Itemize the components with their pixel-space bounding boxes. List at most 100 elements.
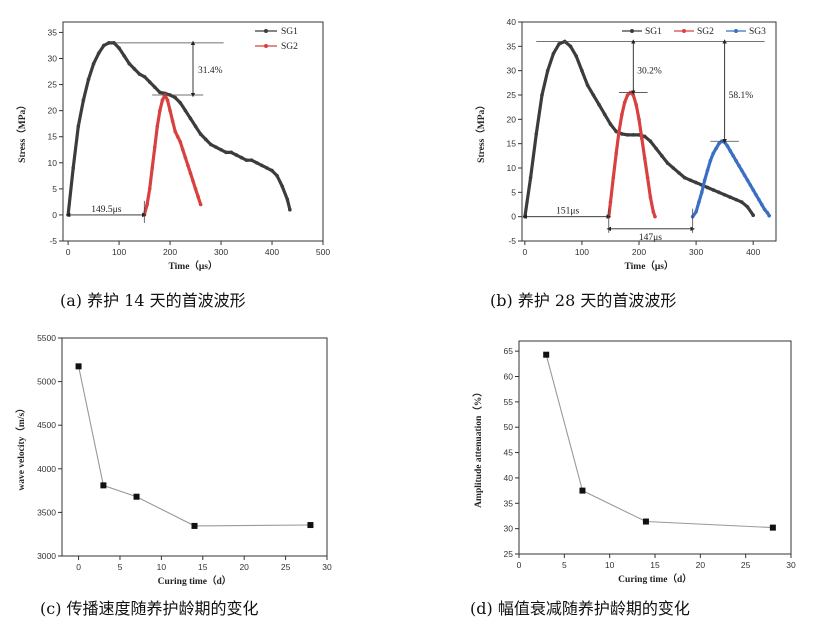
data-point xyxy=(239,155,244,160)
annotation-text: 147μs xyxy=(639,233,662,243)
data-point xyxy=(280,184,285,189)
data-point xyxy=(244,158,249,162)
data-point xyxy=(767,213,771,218)
data-marker xyxy=(191,522,198,529)
data-point xyxy=(608,200,613,204)
data-point xyxy=(198,202,203,207)
data-point xyxy=(188,116,193,121)
data-point xyxy=(642,134,647,139)
data-point xyxy=(249,158,254,162)
data-point xyxy=(731,154,735,158)
data-point xyxy=(183,108,188,113)
y-tick-label: 30 xyxy=(48,54,58,64)
legend-marker xyxy=(264,29,268,33)
y-tick-label: 35 xyxy=(48,27,58,37)
data-point xyxy=(705,185,710,190)
chart-b-stress-28d: 0 100 200 300 400 -5 0 5 10 15 20 25 30 35 40 Time（μs） S… xyxy=(475,17,777,272)
x-tick-label: 100 xyxy=(112,247,126,257)
data-point xyxy=(568,44,573,49)
annotation-text: 58.1% xyxy=(729,91,754,101)
x-tick-label: 0 xyxy=(522,247,527,257)
data-point xyxy=(728,149,733,153)
data-point xyxy=(173,95,177,100)
data-point xyxy=(173,129,177,134)
x-tick-label: 5 xyxy=(562,560,567,570)
x-tick-label: 100 xyxy=(575,247,589,257)
x-tick-label: 30 xyxy=(786,560,796,570)
x-tick-label: 500 xyxy=(316,247,330,257)
data-point xyxy=(625,133,630,137)
data-point xyxy=(734,197,738,202)
y-tick-label: 25 xyxy=(48,80,58,90)
data-point xyxy=(145,202,149,207)
data-point xyxy=(665,161,670,165)
caption-d: (d) 幅值衰减随养护龄期的变化 xyxy=(470,599,690,618)
data-point xyxy=(748,183,753,187)
data-point xyxy=(711,151,716,156)
data-point xyxy=(614,151,618,156)
y-tick-label: 4500 xyxy=(37,420,56,430)
y-tick-label: 20 xyxy=(507,114,517,124)
y-axis-label: Stress（MPa） xyxy=(16,100,28,163)
data-point xyxy=(86,77,91,82)
annotation-text: 151μs xyxy=(556,207,579,217)
caption-b: (b) 养护 28 天的首波波形 xyxy=(490,291,676,310)
data-point xyxy=(645,175,650,180)
data-point xyxy=(178,101,183,105)
y-tick-label: 15 xyxy=(507,139,517,149)
y-axis-label: Amplitude attenuation（%） xyxy=(472,387,484,508)
data-point xyxy=(557,42,561,46)
y-tick-label: 3000 xyxy=(37,551,56,561)
y-tick-label: 35 xyxy=(504,498,514,508)
data-point xyxy=(631,133,636,137)
series-line-sg3 xyxy=(691,139,771,219)
data-point xyxy=(234,153,239,157)
data-point xyxy=(165,98,170,103)
data-marker xyxy=(133,493,140,500)
data-point xyxy=(101,43,106,48)
data-point xyxy=(71,166,75,170)
y-axis-label: wave velocity（m/s） xyxy=(15,403,27,490)
data-marker xyxy=(307,522,314,529)
y-tick-label: 50 xyxy=(504,422,514,432)
y-axis-label: Stress（MPa） xyxy=(475,100,487,163)
chart-a-stress-14d: 0 100 200 300 400 500 -5 0 5 10 15 20 25 30 35 Time（μs）… xyxy=(16,21,330,272)
x-tick-label: 15 xyxy=(650,560,660,570)
data-point xyxy=(754,192,758,197)
y-tick-label: 30 xyxy=(504,524,514,534)
data-point xyxy=(699,190,704,195)
data-point xyxy=(150,166,155,170)
series-line-sg2 xyxy=(142,93,203,217)
data-point xyxy=(198,132,203,136)
data-point xyxy=(288,207,292,212)
data-point xyxy=(714,146,718,151)
x-tick-label: 200 xyxy=(163,247,177,257)
plot-frame xyxy=(521,21,777,242)
x-tick-label: 0 xyxy=(517,560,522,570)
data-point xyxy=(574,54,579,58)
y-tick-label: 5 xyxy=(52,184,57,194)
data-point xyxy=(81,98,86,103)
x-tick-label: 400 xyxy=(746,247,760,257)
data-point xyxy=(682,175,687,180)
data-marker xyxy=(579,487,586,494)
data-point xyxy=(648,195,653,199)
data-point xyxy=(175,134,180,139)
data-point xyxy=(534,132,539,136)
data-point xyxy=(275,174,279,178)
data-point xyxy=(254,160,259,165)
data-point xyxy=(708,158,713,163)
data-point xyxy=(214,145,218,149)
data-point xyxy=(739,168,744,173)
data-point xyxy=(142,74,147,79)
y-tick-label: 5000 xyxy=(37,377,56,387)
data-point xyxy=(739,200,744,204)
annotation-text: 31.4% xyxy=(198,66,223,76)
data-point xyxy=(91,61,96,66)
legend-label-sg2: SG2 xyxy=(697,27,714,37)
data-point xyxy=(705,168,710,173)
data-point xyxy=(671,166,676,170)
data-point xyxy=(260,163,264,168)
legend-label-sg3: SG3 xyxy=(749,27,766,37)
